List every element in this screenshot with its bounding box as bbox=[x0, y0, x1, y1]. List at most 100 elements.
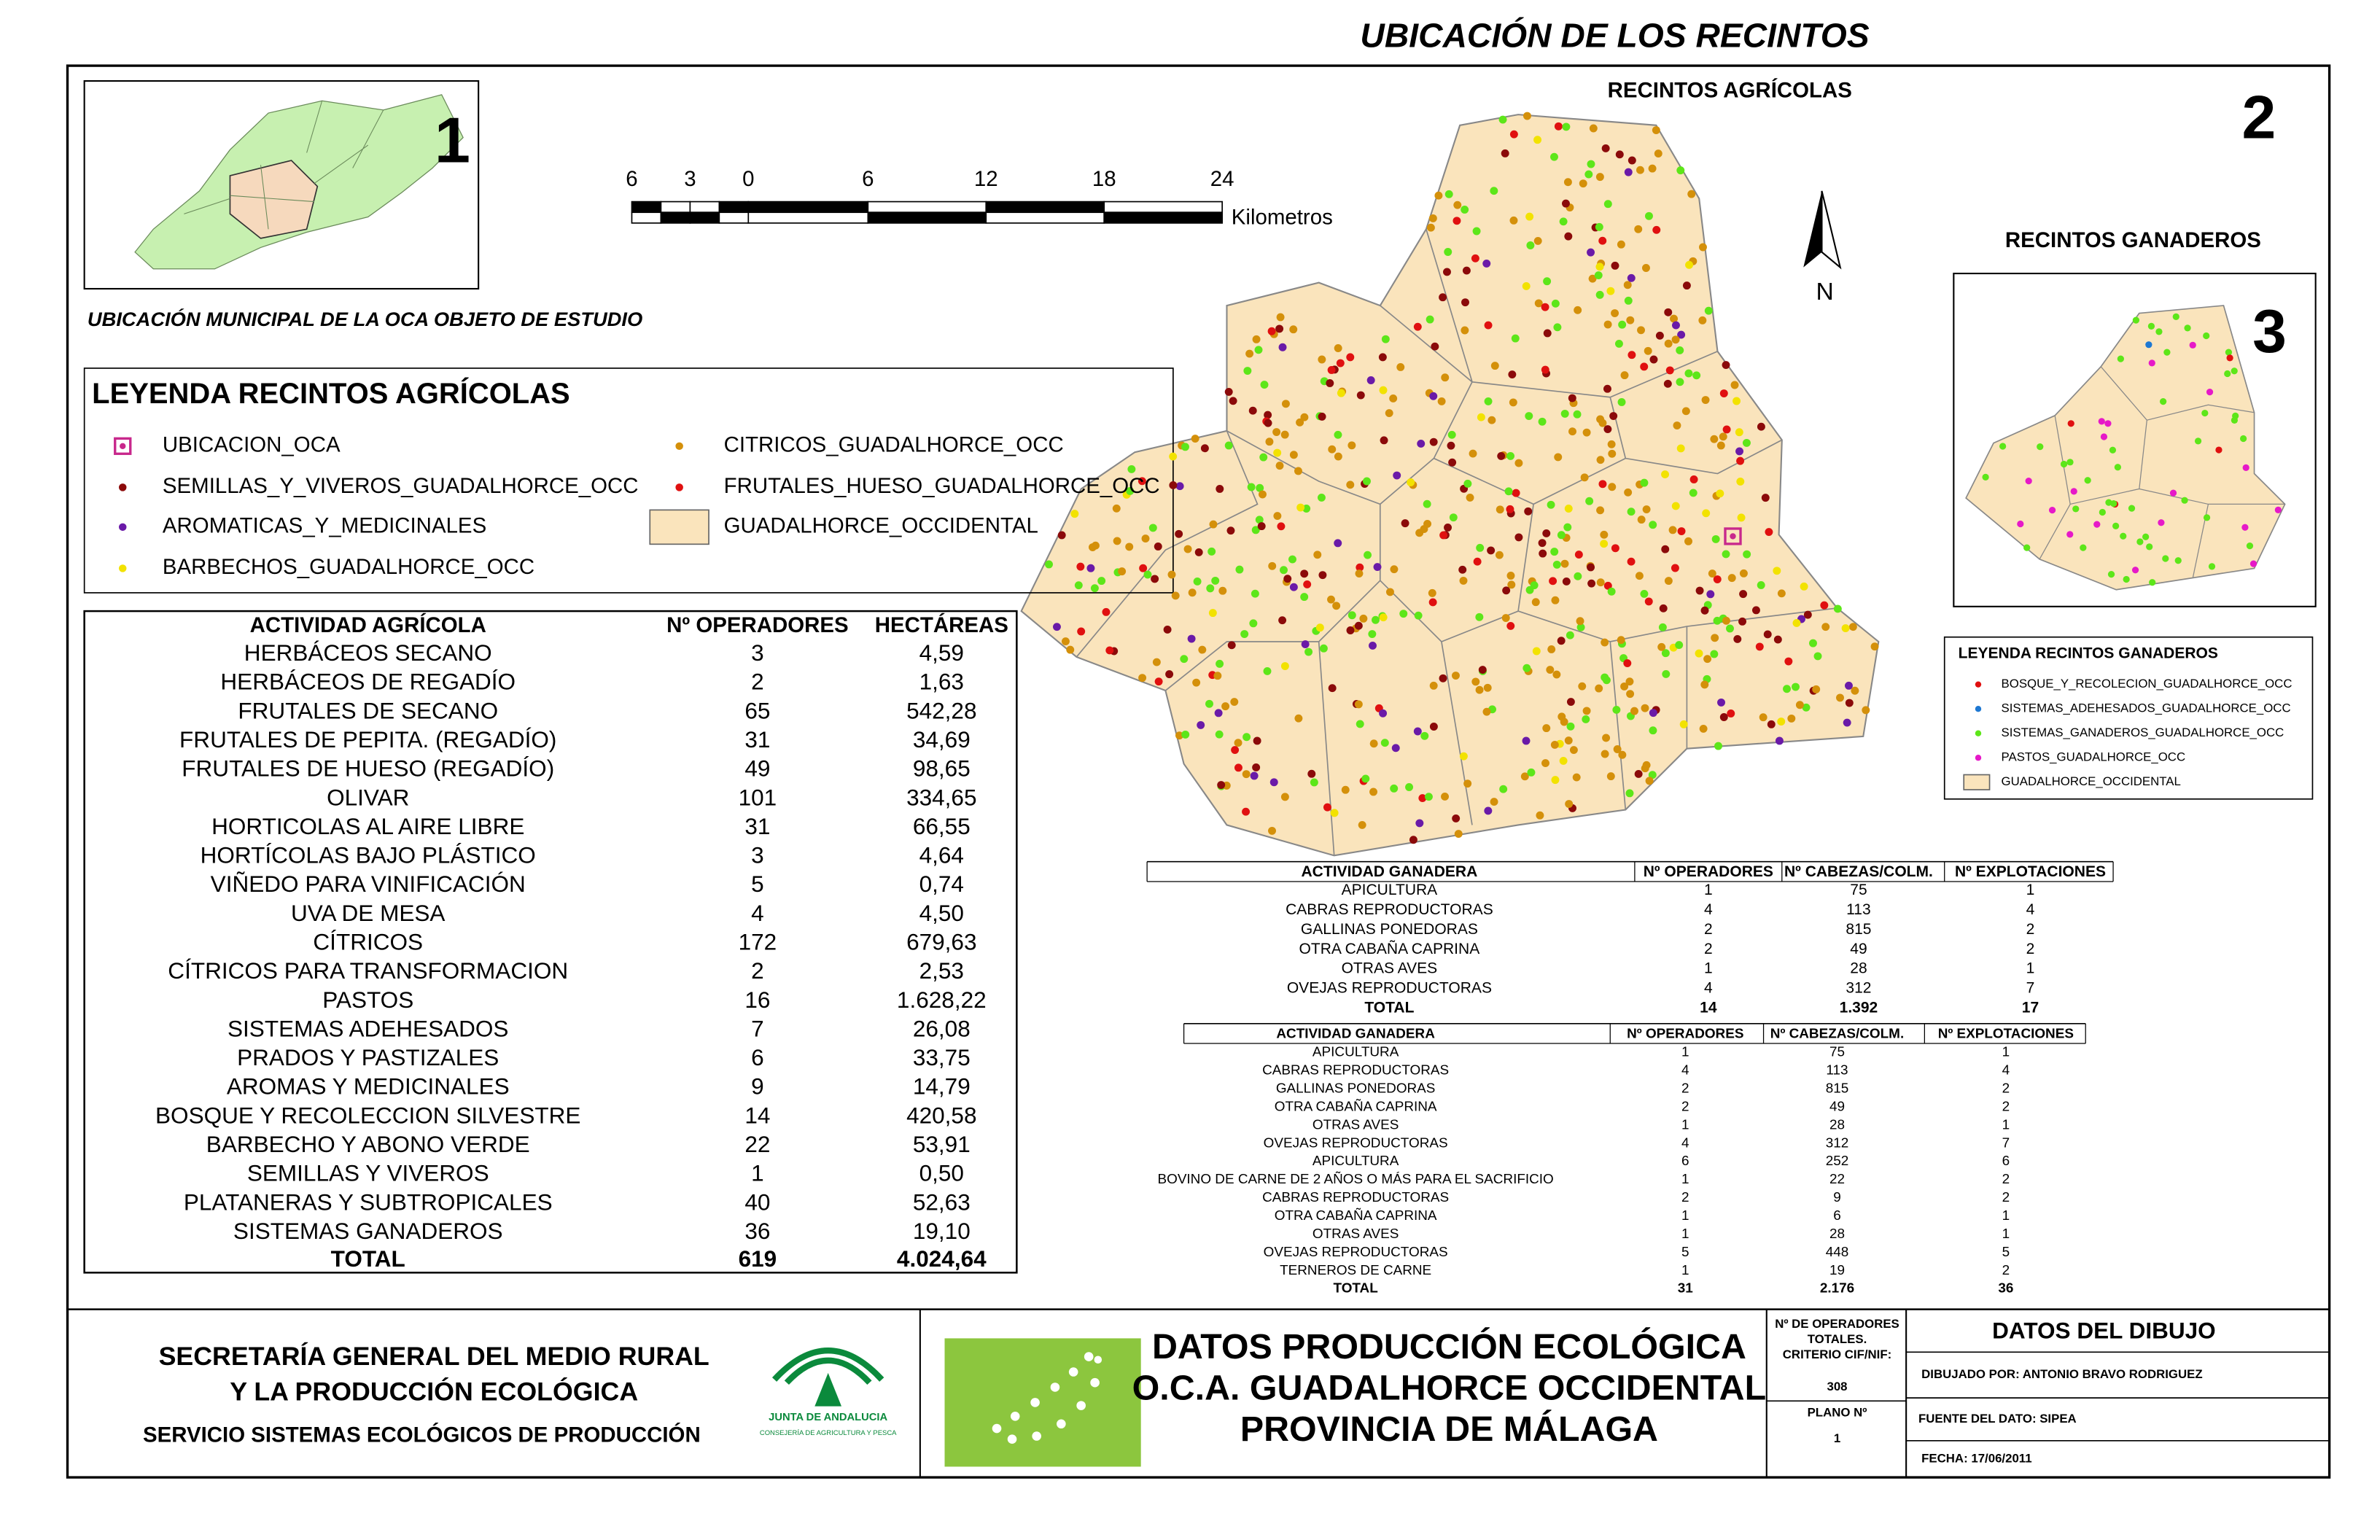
parcel-dot bbox=[1401, 519, 1409, 528]
parcel-dot bbox=[1102, 607, 1111, 616]
scale-unit: Kilometros bbox=[1232, 205, 1333, 229]
table-cell: 312 bbox=[1846, 980, 1871, 997]
parcel-dot bbox=[1230, 698, 1239, 706]
parcel-dot bbox=[1391, 744, 1400, 752]
parcel-dot bbox=[1572, 773, 1581, 782]
parcel-dot bbox=[2147, 322, 2155, 330]
parcel-dot bbox=[1642, 505, 1651, 513]
parcel-dot bbox=[1171, 591, 1180, 600]
parcel-dot bbox=[1553, 323, 1562, 332]
parcel-dot bbox=[1611, 261, 1619, 270]
parcel-dot bbox=[1559, 217, 1568, 226]
parcel-dot bbox=[1336, 359, 1345, 368]
parcel-dot bbox=[1710, 650, 1719, 658]
parcel-dot bbox=[1198, 645, 1207, 654]
table-cell: OTRAS AVES bbox=[1342, 960, 1438, 977]
parcel-dot bbox=[1525, 212, 1534, 221]
parcel-dot bbox=[1141, 534, 1150, 543]
table-cell: 0,50 bbox=[919, 1161, 964, 1186]
parcel-dot bbox=[1777, 589, 1786, 598]
table-cell: 2 bbox=[1704, 941, 1713, 957]
parcel-dot bbox=[1334, 344, 1342, 352]
parcel-dot bbox=[1554, 122, 1563, 131]
parcel-dot bbox=[1463, 479, 1472, 488]
parcel-dot bbox=[1112, 504, 1121, 513]
table-cell: 252 bbox=[1826, 1154, 1849, 1169]
parcel-dot bbox=[1319, 644, 1328, 653]
parcel-dot bbox=[1313, 551, 1322, 559]
table-total: 36 bbox=[1998, 1281, 2013, 1296]
parcel-dot bbox=[2231, 416, 2239, 424]
parcel-dot bbox=[1603, 581, 1612, 590]
legend-box bbox=[1943, 636, 2314, 800]
table-total: 1.392 bbox=[1840, 1000, 1878, 1016]
parcel-dot bbox=[1197, 720, 1205, 729]
parcel-dot bbox=[1490, 362, 1499, 370]
parcel-dot bbox=[1447, 430, 1456, 439]
parcel-dot bbox=[1609, 412, 1618, 420]
parcel-dot bbox=[1727, 709, 1735, 718]
table-cell: 22 bbox=[744, 1132, 770, 1157]
scale-segment bbox=[867, 201, 987, 214]
parcel-dot bbox=[1739, 569, 1748, 578]
parcel-dot bbox=[1587, 160, 1595, 168]
heading: O.C.A. GUADALHORCE OCCIDENTAL bbox=[1132, 1368, 1766, 1407]
parcel-dot bbox=[1346, 626, 1355, 634]
parcel-dot bbox=[1091, 541, 1100, 550]
parcel-dot bbox=[1143, 570, 1152, 579]
parcel-dot bbox=[1568, 394, 1576, 402]
parcel-dot bbox=[1355, 569, 1364, 578]
table-cell: 33,75 bbox=[913, 1045, 971, 1070]
parcel-dot bbox=[1742, 438, 1751, 447]
scale-segment bbox=[660, 211, 691, 224]
parcel-dot bbox=[1372, 615, 1380, 624]
parcel-dot bbox=[1751, 606, 1760, 615]
parcel-dot bbox=[1692, 371, 1701, 380]
parcel-dot bbox=[1582, 428, 1591, 437]
parcel-dot bbox=[1711, 534, 1720, 543]
parcel-dot bbox=[2246, 542, 2254, 550]
parcel-dot bbox=[2066, 459, 2074, 466]
parcel-dot bbox=[1437, 397, 1446, 405]
scale-label: 3 bbox=[684, 167, 696, 191]
parcel-dot bbox=[1461, 326, 1469, 335]
table-cell: 4 bbox=[2026, 901, 2035, 918]
parcel-dot bbox=[1252, 763, 1261, 771]
parcel-dot bbox=[1603, 425, 1612, 433]
parcel-dot bbox=[1587, 579, 1596, 588]
parcel-dot bbox=[1564, 232, 1573, 241]
table-cell: 28 bbox=[1829, 1226, 1845, 1242]
parcel-dot bbox=[1550, 548, 1559, 556]
table-cell: 16 bbox=[744, 987, 770, 1013]
parcel-dot bbox=[1358, 820, 1366, 829]
parcel-dot bbox=[1508, 370, 1517, 378]
parcel-dot bbox=[1356, 563, 1364, 572]
parcel-dot bbox=[1665, 366, 1674, 375]
parcel-dot bbox=[1415, 529, 1424, 537]
parcel-dot bbox=[1719, 713, 1728, 721]
parcel-dot bbox=[1152, 658, 1161, 666]
table-cell: 679,63 bbox=[906, 930, 976, 955]
parcel-dot bbox=[1848, 623, 1857, 631]
parcel-dot bbox=[1451, 672, 1460, 680]
parcel-dot bbox=[1476, 543, 1485, 552]
parcel-dot bbox=[1426, 315, 1434, 324]
table-cell: 53,91 bbox=[913, 1132, 971, 1157]
table-cell: 2 bbox=[1681, 1190, 1689, 1205]
parcel-dot bbox=[2048, 506, 2056, 514]
parcel-dot bbox=[1452, 217, 1461, 225]
parcel-dot bbox=[1546, 666, 1555, 674]
table-cell: 22 bbox=[1829, 1172, 1845, 1187]
municipal-borders bbox=[2039, 366, 2285, 578]
parcel-dot bbox=[1484, 397, 1493, 405]
parcel-dot bbox=[1423, 499, 1431, 508]
table-cell: OVEJAS REPRODUCTORAS bbox=[1264, 1245, 1448, 1260]
parcel-dot bbox=[1428, 588, 1436, 597]
panel-number: 1 bbox=[435, 104, 470, 176]
parcel-dot bbox=[1218, 586, 1227, 595]
scale-segment bbox=[631, 201, 662, 214]
parcel-dot bbox=[1607, 587, 1616, 596]
table-cell: 6 bbox=[1833, 1208, 1841, 1224]
legend-marker bbox=[118, 483, 127, 491]
table-cell: 815 bbox=[1846, 921, 1871, 938]
